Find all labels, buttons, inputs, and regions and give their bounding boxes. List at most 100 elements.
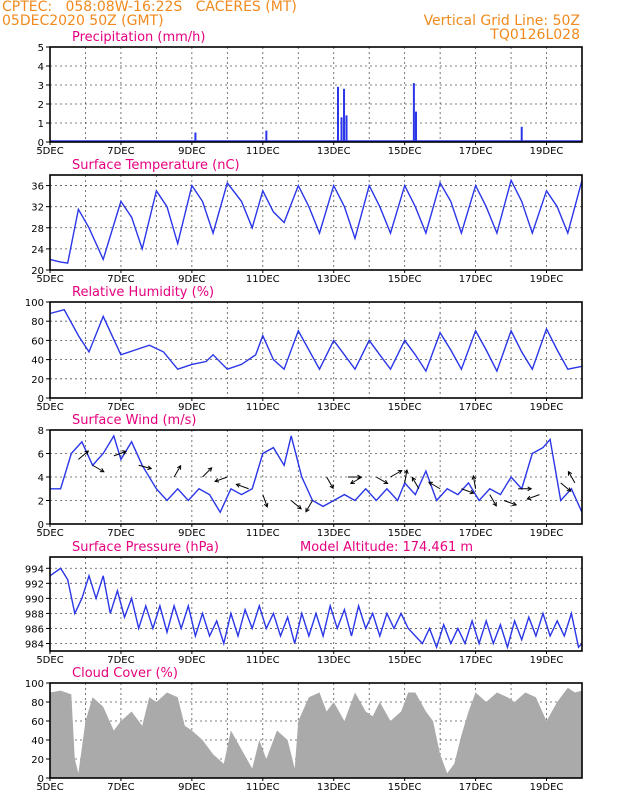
wind-arrow bbox=[236, 483, 249, 490]
y-tick-label: 60 bbox=[31, 717, 44, 728]
precip-bar bbox=[340, 117, 343, 142]
x-tick-label: 11DEC bbox=[246, 782, 280, 793]
precip-bar bbox=[412, 83, 415, 142]
x-tick-label: 19DEC bbox=[530, 528, 564, 539]
series-line bbox=[49, 178, 583, 264]
x-tick-label: 5DEC bbox=[36, 655, 63, 666]
x-tick-label: 19DEC bbox=[530, 274, 564, 285]
wind-arrow-head bbox=[99, 468, 105, 473]
x-tick-label: 19DEC bbox=[530, 402, 564, 413]
panel-1: Surface Temperature (nC) 20 24 28 32 36 5DEC 7D… bbox=[31, 158, 583, 285]
y-tick-label: 2 bbox=[38, 100, 44, 111]
series-line bbox=[49, 308, 583, 373]
wind-arrow bbox=[527, 494, 540, 500]
panel-0: Precipitation (mm/h) 0 1 2 3 4 5 5DEC 7DEC 9DEC 11… bbox=[36, 30, 583, 157]
y-tick-label: 4 bbox=[38, 62, 44, 73]
wind-arrow bbox=[326, 476, 334, 489]
wind-arrow-head bbox=[147, 465, 153, 471]
wind-arrow bbox=[305, 500, 313, 513]
x-tick-label: 17DEC bbox=[459, 782, 493, 793]
panel-title: Cloud Cover (%) bbox=[72, 666, 178, 681]
panel-3: Surface Wind (m/s) 0 2 4 6 8 5DEC 7DEC 9DEC 11DEC… bbox=[36, 413, 583, 539]
panel-frame bbox=[49, 174, 583, 271]
y-tick-label: 60 bbox=[31, 336, 44, 347]
x-tick-label: 15DEC bbox=[388, 402, 422, 413]
wind-arrow-head bbox=[305, 507, 310, 513]
y-tick-label: 5 bbox=[38, 43, 44, 54]
wind-arrow bbox=[214, 476, 228, 482]
y-tick-label: 988 bbox=[25, 609, 44, 620]
wind-arrow-head bbox=[122, 450, 128, 455]
x-tick-label: 7DEC bbox=[107, 274, 134, 285]
x-tick-label: 17DEC bbox=[459, 655, 493, 666]
wind-arrow-head bbox=[235, 483, 241, 488]
panel-4: Surface Pressure (hPa) Model Altitude: 17… bbox=[25, 540, 583, 666]
x-tick-label: 17DEC bbox=[459, 146, 493, 157]
y-tick-label: 32 bbox=[31, 203, 44, 214]
panel-title: Surface Wind (m/s) bbox=[72, 413, 196, 428]
x-tick-label: 5DEC bbox=[36, 402, 63, 413]
x-tick-label: 17DEC bbox=[459, 528, 493, 539]
series-line bbox=[49, 567, 583, 650]
x-tick-label: 7DEC bbox=[107, 528, 134, 539]
header-grid-note: Vertical Grid Line: 50Z bbox=[423, 13, 580, 29]
precip-bar bbox=[265, 130, 268, 142]
wind-arrow bbox=[472, 475, 477, 489]
x-tick-label: 9DEC bbox=[178, 274, 205, 285]
x-tick-label: 9DEC bbox=[178, 782, 205, 793]
header-location: CPTEC: 058:08W-16:22S CACERES (MT) bbox=[2, 0, 297, 15]
y-tick-label: 994 bbox=[25, 564, 44, 575]
y-tick-label: 36 bbox=[31, 182, 44, 193]
wind-arrow-head bbox=[84, 450, 90, 455]
x-tick-label: 11DEC bbox=[246, 528, 280, 539]
wind-arrow bbox=[376, 476, 388, 484]
x-tick-label: 13DEC bbox=[317, 274, 351, 285]
wind-arrow-head bbox=[469, 489, 475, 495]
x-tick-label: 19DEC bbox=[530, 146, 564, 157]
y-tick-label: 40 bbox=[31, 736, 44, 747]
panel-title: Precipitation (mm/h) bbox=[72, 30, 205, 45]
y-tick-label: 984 bbox=[25, 639, 44, 650]
panel-frame bbox=[49, 682, 583, 779]
wind-arrow bbox=[78, 450, 89, 460]
x-tick-label: 9DEC bbox=[178, 528, 205, 539]
y-tick-label: 992 bbox=[25, 579, 44, 590]
x-tick-label: 15DEC bbox=[388, 782, 422, 793]
wind-arrow bbox=[411, 477, 420, 489]
x-tick-label: 7DEC bbox=[107, 402, 134, 413]
y-tick-label: 986 bbox=[25, 624, 44, 635]
wind-arrow-head bbox=[492, 501, 497, 507]
x-tick-label: 19DEC bbox=[530, 782, 564, 793]
x-tick-label: 9DEC bbox=[178, 402, 205, 413]
x-tick-label: 11DEC bbox=[246, 655, 280, 666]
y-tick-label: 0 bbox=[38, 394, 44, 405]
x-tick-label: 7DEC bbox=[107, 146, 134, 157]
wind-arrow-head bbox=[471, 474, 477, 480]
wind-arrow bbox=[461, 488, 474, 494]
y-tick-label: 3 bbox=[38, 81, 44, 92]
wind-arrow-head bbox=[411, 476, 417, 482]
x-tick-label: 11DEC bbox=[246, 146, 280, 157]
precip-bar bbox=[345, 115, 348, 142]
y-tick-label: 4 bbox=[38, 473, 44, 484]
precip-bar bbox=[336, 86, 339, 142]
wind-arrow-head bbox=[383, 479, 389, 485]
x-tick-label: 15DEC bbox=[388, 655, 422, 666]
x-tick-label: 7DEC bbox=[107, 655, 134, 666]
panel-frame bbox=[49, 46, 583, 143]
y-tick-label: 6 bbox=[38, 450, 44, 461]
panel-title: Surface Pressure (hPa) bbox=[72, 540, 219, 555]
precip-bar bbox=[520, 126, 523, 142]
panel-title: Surface Temperature (nC) bbox=[72, 158, 240, 173]
x-tick-label: 13DEC bbox=[317, 146, 351, 157]
y-tick-label: 0 bbox=[38, 520, 44, 531]
y-tick-label: 20 bbox=[31, 755, 44, 766]
series-line bbox=[50, 434, 583, 514]
y-tick-label: 2 bbox=[38, 497, 44, 508]
wind-arrow bbox=[567, 471, 576, 484]
x-tick-label: 15DEC bbox=[388, 274, 422, 285]
wind-arrow bbox=[560, 482, 571, 492]
x-tick-label: 5DEC bbox=[36, 528, 63, 539]
wind-arrow bbox=[350, 476, 363, 484]
wind-arrow-head bbox=[297, 504, 302, 510]
